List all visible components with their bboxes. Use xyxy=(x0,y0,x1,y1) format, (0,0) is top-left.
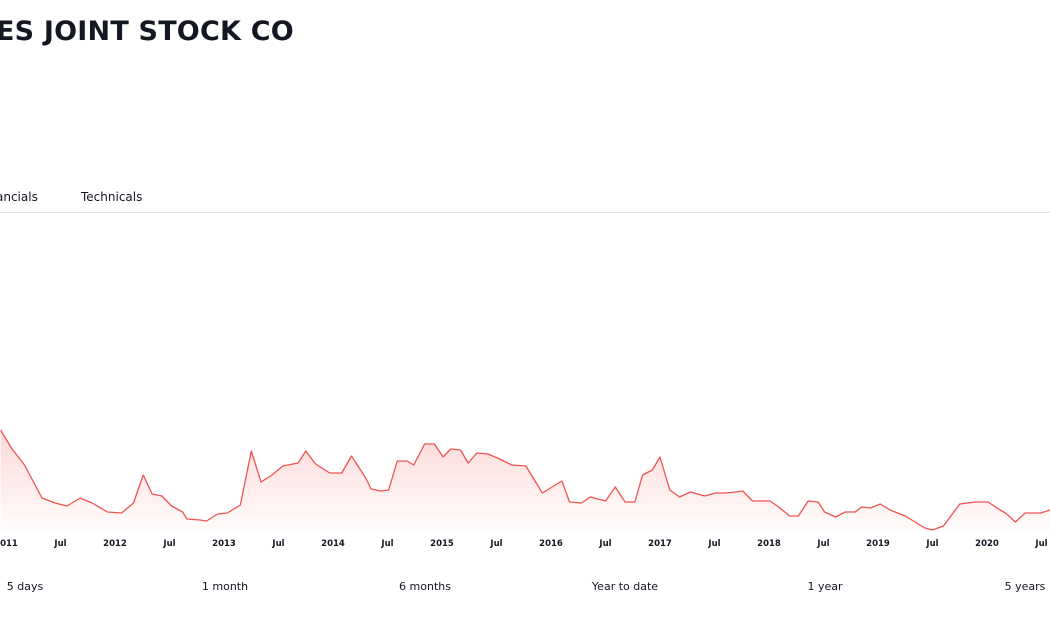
tab[interactable]: ancials xyxy=(0,190,38,204)
x-tick-label: 2011 xyxy=(0,539,18,549)
range-button[interactable]: 1 year xyxy=(807,580,843,593)
x-tick-label: 2020 xyxy=(975,539,999,549)
x-tick-label: Jul xyxy=(816,539,829,549)
x-tick-label: 2014 xyxy=(321,539,345,549)
x-tick-label: Jul xyxy=(707,539,720,549)
x-tick-label: Jul xyxy=(380,539,393,549)
range-button[interactable]: Year to date xyxy=(591,580,658,593)
x-tick-label: Jul xyxy=(1034,539,1047,549)
tab[interactable]: Technicals xyxy=(81,190,143,204)
divider xyxy=(0,212,1050,213)
x-tick-label: 2019 xyxy=(866,539,890,549)
x-tick-label: Jul xyxy=(162,539,175,549)
x-tick-label: Jul xyxy=(53,539,66,549)
x-tick-label: Jul xyxy=(271,539,284,549)
price-line xyxy=(0,429,1050,531)
x-tick-label: 2012 xyxy=(103,539,127,549)
page-title: ES JOINT STOCK CO xyxy=(0,16,294,47)
x-tick-label: 2017 xyxy=(648,539,672,549)
x-tick-label: 2013 xyxy=(212,539,236,549)
x-tick-label: Jul xyxy=(925,539,938,549)
range-button[interactable]: 1 month xyxy=(202,580,248,593)
area-fill xyxy=(0,430,1050,530)
x-tick-label: Jul xyxy=(598,539,611,549)
x-tick-label: 2018 xyxy=(757,539,781,549)
x-tick-label: Jul xyxy=(489,539,502,549)
range-button[interactable]: 5 days xyxy=(7,580,44,593)
x-tick-label: 2016 xyxy=(539,539,563,549)
range-button[interactable]: 5 years xyxy=(1005,580,1046,593)
range-button[interactable]: 6 months xyxy=(399,580,451,593)
x-tick-label: 2015 xyxy=(430,539,454,549)
